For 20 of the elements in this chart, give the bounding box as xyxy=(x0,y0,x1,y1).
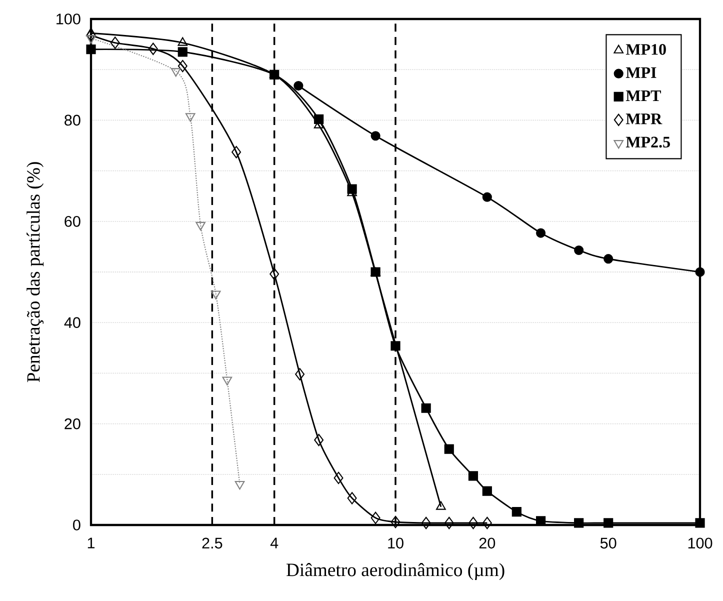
y-tick-label: 100 xyxy=(56,14,80,24)
x-tick-label: 4 xyxy=(270,538,278,548)
x-tick-label: 1 xyxy=(88,538,95,548)
y-axis-title: Penetração das partículas (%) xyxy=(26,162,44,382)
legend-label: MPI xyxy=(626,67,656,78)
y-tick-label: 20 xyxy=(64,418,80,430)
x-tick-label: 20 xyxy=(479,538,496,549)
y-tick-label: 80 xyxy=(64,114,80,126)
x-tick-label: 50 xyxy=(600,538,616,549)
y-tick-label: 60 xyxy=(64,216,80,227)
legend-label: MPT xyxy=(626,90,661,101)
x-tick-label: 2.5 xyxy=(202,538,222,549)
x-axis-title: Diâmetro aerodinâmico (µm) xyxy=(286,563,504,580)
y-tick-label: 0 xyxy=(73,520,80,530)
legend-label: MP10 xyxy=(626,44,666,55)
x-tick-label: 10 xyxy=(388,538,404,549)
x-tick-label: 100 xyxy=(688,538,712,549)
legend-label: MPR xyxy=(626,114,662,124)
y-tick-label: 40 xyxy=(64,317,80,328)
legend-label: MP2.5 xyxy=(626,136,670,148)
